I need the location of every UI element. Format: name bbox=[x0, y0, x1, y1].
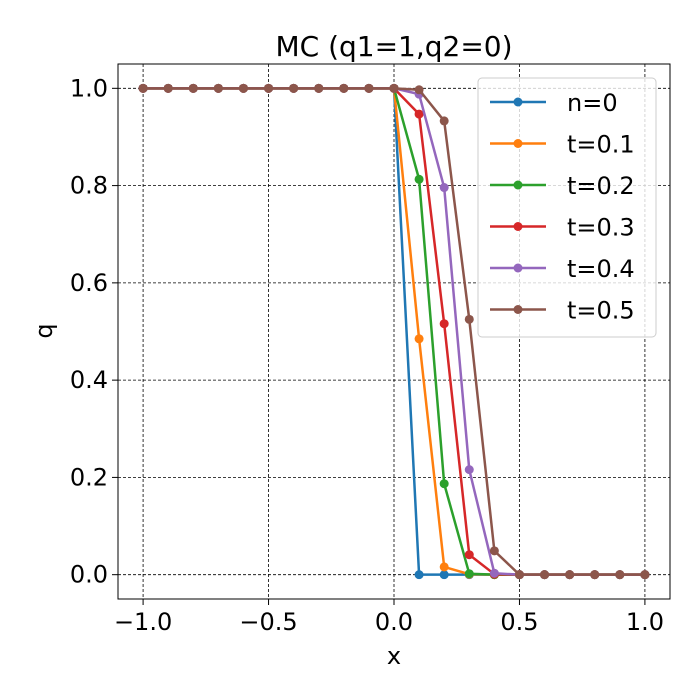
data-point bbox=[138, 83, 148, 93]
data-point bbox=[439, 479, 449, 489]
data-point bbox=[163, 83, 173, 93]
data-point bbox=[540, 570, 550, 580]
data-point bbox=[188, 83, 198, 93]
legend-label: t=0.5 bbox=[567, 297, 635, 325]
data-point bbox=[439, 116, 449, 126]
y-tick-label: 0.2 bbox=[70, 463, 108, 491]
data-point bbox=[414, 334, 424, 344]
data-point bbox=[289, 83, 299, 93]
data-point bbox=[489, 546, 499, 556]
legend-label: t=0.4 bbox=[567, 255, 635, 283]
data-point bbox=[464, 569, 474, 579]
x-axis-label: x bbox=[387, 642, 401, 670]
series-t=0.5 bbox=[138, 83, 650, 580]
legend-swatch-marker bbox=[513, 180, 523, 190]
x-tick-label: 1.0 bbox=[626, 608, 664, 636]
legend-label: t=0.2 bbox=[567, 172, 635, 200]
data-point bbox=[489, 568, 499, 578]
data-point bbox=[439, 570, 449, 580]
x-tick-label: 0.5 bbox=[500, 608, 538, 636]
ticks: −1.0 −0.5 0.0 0.5 1.0 0.0 0.2 0.4 0.6 0.8 1.0 bbox=[70, 74, 664, 636]
y-axis-label: q bbox=[30, 323, 58, 338]
data-point bbox=[514, 570, 524, 580]
chart-title: MC (q1=1,q2=0) bbox=[275, 30, 512, 63]
y-tick-label: 1.0 bbox=[70, 74, 108, 102]
data-point bbox=[364, 83, 374, 93]
legend-label: t=0.1 bbox=[567, 131, 635, 159]
data-point bbox=[264, 83, 274, 93]
legend-swatch-marker bbox=[513, 305, 523, 314]
legend-label: t=0.3 bbox=[567, 214, 635, 242]
y-tick-label: 0.8 bbox=[70, 172, 108, 200]
legend-swatch-marker bbox=[513, 222, 523, 231]
data-point bbox=[389, 83, 399, 93]
data-point bbox=[464, 465, 474, 475]
data-point bbox=[314, 83, 324, 93]
data-point bbox=[414, 85, 424, 95]
data-point bbox=[213, 83, 223, 93]
x-tick-label: −0.5 bbox=[239, 608, 297, 636]
x-tick-label: 0.0 bbox=[375, 608, 413, 636]
data-point bbox=[439, 562, 449, 572]
data-point bbox=[565, 570, 575, 580]
data-point bbox=[590, 570, 600, 580]
y-tick-label: 0.4 bbox=[70, 366, 108, 394]
data-point bbox=[640, 570, 650, 580]
series-layer bbox=[138, 83, 650, 580]
data-point bbox=[414, 109, 424, 119]
x-tick-label: −1.0 bbox=[114, 608, 172, 636]
legend-label: n=0 bbox=[567, 89, 618, 117]
legend-swatch-marker bbox=[513, 263, 523, 273]
data-point bbox=[464, 314, 474, 324]
data-point bbox=[439, 183, 449, 193]
legend-swatch-marker bbox=[513, 97, 523, 107]
data-point bbox=[414, 174, 424, 184]
y-tick-label: 0.0 bbox=[70, 561, 108, 589]
data-point bbox=[439, 319, 449, 329]
legend-swatch-marker bbox=[513, 139, 523, 148]
y-tick-label: 0.6 bbox=[70, 269, 108, 297]
data-point bbox=[615, 570, 625, 580]
data-point bbox=[339, 83, 349, 93]
data-point bbox=[414, 570, 424, 580]
data-point bbox=[464, 550, 474, 560]
legend: n=0 t=0.1 t=0.2 t=0.3 t=0.4 t=0.5 bbox=[477, 77, 657, 338]
data-point bbox=[238, 83, 248, 93]
